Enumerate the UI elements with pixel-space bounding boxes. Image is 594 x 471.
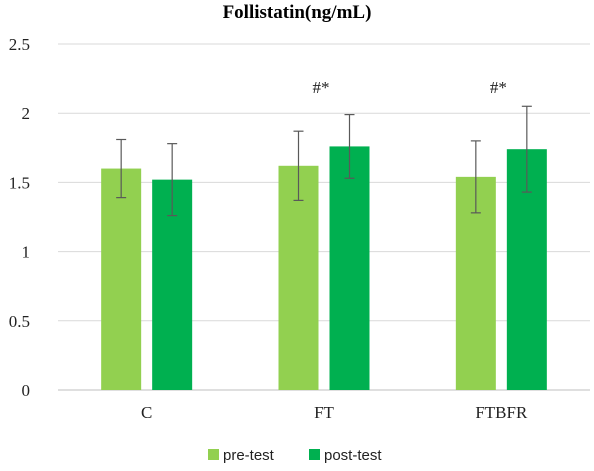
- bar-pre-test-C: [101, 168, 142, 390]
- gridlines: [58, 43, 590, 391]
- error-bar-pre-test-FTBFR: [470, 140, 481, 214]
- bars: [101, 146, 547, 390]
- x-category-label: FT: [314, 403, 334, 422]
- y-tick-label: 2: [22, 104, 31, 123]
- legend-swatch-pre-test: [208, 449, 219, 460]
- legend-label: pre-test: [223, 447, 275, 464]
- error-bar-pre-test-C: [116, 138, 127, 199]
- x-category-label: FTBFR: [475, 403, 528, 422]
- error-bar-post-test-FT: [344, 113, 355, 179]
- error-bar-post-test-C: [167, 143, 178, 217]
- significance-marker: #*: [313, 78, 330, 97]
- error-bars: [116, 105, 532, 217]
- y-tick-label: 0.5: [9, 312, 30, 331]
- bar-post-test-FT: [329, 146, 370, 390]
- error-bar-pre-test-FT: [293, 130, 304, 201]
- x-axis-categories: C FT FTBFR: [141, 403, 528, 422]
- x-category-label: C: [141, 403, 152, 422]
- y-tick-label: 1: [22, 243, 31, 262]
- legend-swatch-post-test: [309, 449, 320, 460]
- bar-pre-test-FT: [278, 165, 319, 390]
- y-axis-ticks: 0 0.5 1 1.5 2 2.5: [9, 35, 30, 400]
- significance-annotations: #* #*: [313, 78, 507, 97]
- y-tick-label: 2.5: [9, 35, 30, 54]
- error-bar-post-test-FTBFR: [521, 105, 532, 193]
- y-tick-label: 0: [22, 381, 31, 400]
- significance-marker: #*: [490, 78, 507, 97]
- legend: pre-test post-test: [208, 447, 382, 464]
- chart-title: Follistatin(ng/mL): [223, 2, 372, 23]
- legend-label: post-test: [324, 447, 382, 464]
- y-tick-label: 1.5: [9, 173, 30, 192]
